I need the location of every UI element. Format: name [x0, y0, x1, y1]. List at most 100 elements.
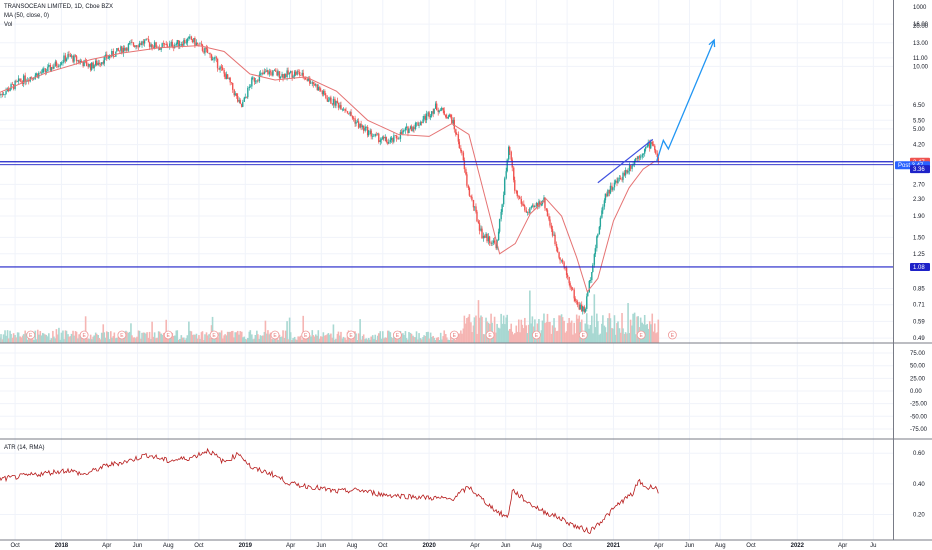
volume-bar [481, 316, 483, 343]
earnings-label: E [671, 333, 675, 339]
volume-bar [555, 331, 558, 343]
ma-legend[interactable]: MA (50, close, 0) [4, 13, 50, 19]
candle-body [283, 74, 286, 79]
volume-bar [211, 316, 214, 343]
volume-bar [467, 316, 470, 343]
volume-bar [47, 336, 49, 343]
ma-line [0, 45, 656, 293]
candle-body [598, 226, 601, 235]
volume-bar [428, 338, 430, 343]
candle-body [337, 103, 340, 108]
volume-bar [238, 334, 241, 343]
candle-body [4, 94, 6, 95]
volume-bar [291, 339, 293, 343]
volume-bar [628, 333, 631, 343]
candle-body [132, 42, 135, 46]
volume-bar [578, 315, 581, 343]
candle-body [467, 185, 470, 189]
earnings-marker[interactable]: E [578, 330, 588, 340]
earnings-marker[interactable]: E [117, 330, 127, 340]
candle-body [445, 114, 447, 118]
candle-body [181, 44, 184, 46]
candle-body [639, 156, 642, 158]
earnings-marker[interactable]: E [449, 330, 459, 340]
symbol-title[interactable]: TRANSOCEAN LIMITED, 1D, Cboe BZX [4, 4, 114, 10]
candle-body [619, 178, 622, 180]
candle-body [257, 80, 259, 82]
candle-body [593, 254, 596, 265]
candle-body [49, 65, 52, 71]
time-tick: Apr [470, 543, 479, 549]
osc-tick: 50.00 [910, 364, 926, 370]
earnings-marker[interactable]: E [270, 330, 280, 340]
volume-bar [218, 332, 220, 343]
volume-bar [553, 318, 555, 343]
earnings-marker[interactable]: E [485, 330, 495, 340]
volume-bar [42, 332, 44, 343]
volume-bar [576, 318, 579, 343]
volume-bar [647, 328, 650, 343]
volume-bar [296, 339, 298, 343]
candle-body [526, 212, 529, 213]
candle-body [545, 208, 548, 211]
volume-bar [308, 334, 311, 343]
candle-body [359, 123, 361, 128]
time-tick: Aug [531, 543, 542, 549]
price-tags: 3.47Post 3.473.361.08 [895, 157, 930, 271]
earnings-marker[interactable]: E [209, 330, 219, 340]
candle-body [173, 47, 175, 48]
earnings-marker[interactable]: E [346, 330, 356, 340]
candle-body [301, 72, 303, 76]
volume-bar [500, 313, 502, 343]
earnings-marker[interactable]: E [667, 330, 677, 340]
volume-bar [384, 337, 387, 343]
volume-bar [251, 334, 253, 343]
candle-body [355, 121, 357, 124]
volume-bar [419, 338, 422, 343]
price-tick: 0.59 [913, 319, 925, 325]
candle-body [199, 43, 201, 45]
earnings-label: E [212, 333, 216, 339]
candle-body [612, 187, 614, 190]
volume-bar [559, 315, 561, 343]
candle-body [284, 74, 287, 78]
candle-body [39, 72, 41, 74]
candle-body [516, 190, 518, 197]
candle-body [589, 280, 591, 281]
volume-bar [460, 330, 462, 343]
volume-bar [611, 328, 613, 343]
earnings-marker[interactable]: E [636, 330, 646, 340]
volume-bar [130, 323, 132, 343]
candle-body [238, 100, 240, 102]
earnings-marker[interactable]: E [392, 330, 402, 340]
volume-bar [596, 313, 598, 343]
earnings-marker[interactable]: E [79, 330, 89, 340]
volume-bar [505, 317, 507, 343]
volume-bar [297, 336, 299, 343]
volume-bar [180, 335, 183, 343]
candle-body [73, 55, 75, 62]
candle-body [226, 74, 229, 79]
candle-body [282, 74, 284, 79]
volume-bar [380, 338, 383, 343]
candle-body [10, 84, 12, 90]
volume-bar [252, 339, 254, 343]
earnings-marker[interactable]: E [26, 330, 36, 340]
candle-body [141, 41, 143, 45]
volume-bar [69, 336, 72, 343]
vol-legend[interactable]: Vol [4, 22, 13, 28]
candle-body [83, 60, 85, 67]
earnings-marker[interactable]: E [301, 330, 311, 340]
candle-body [456, 134, 458, 135]
candle-body [646, 145, 648, 147]
atr-legend[interactable]: ATR (14, RMA) [4, 445, 45, 451]
earnings-marker[interactable]: E [163, 330, 173, 340]
candle-body [110, 55, 112, 57]
earnings-marker[interactable]: E [532, 330, 541, 340]
volume-bar [334, 339, 336, 343]
candle-body [50, 67, 53, 71]
candle-body [655, 150, 657, 154]
volume-bar [53, 336, 55, 343]
earnings-circle [346, 330, 356, 340]
